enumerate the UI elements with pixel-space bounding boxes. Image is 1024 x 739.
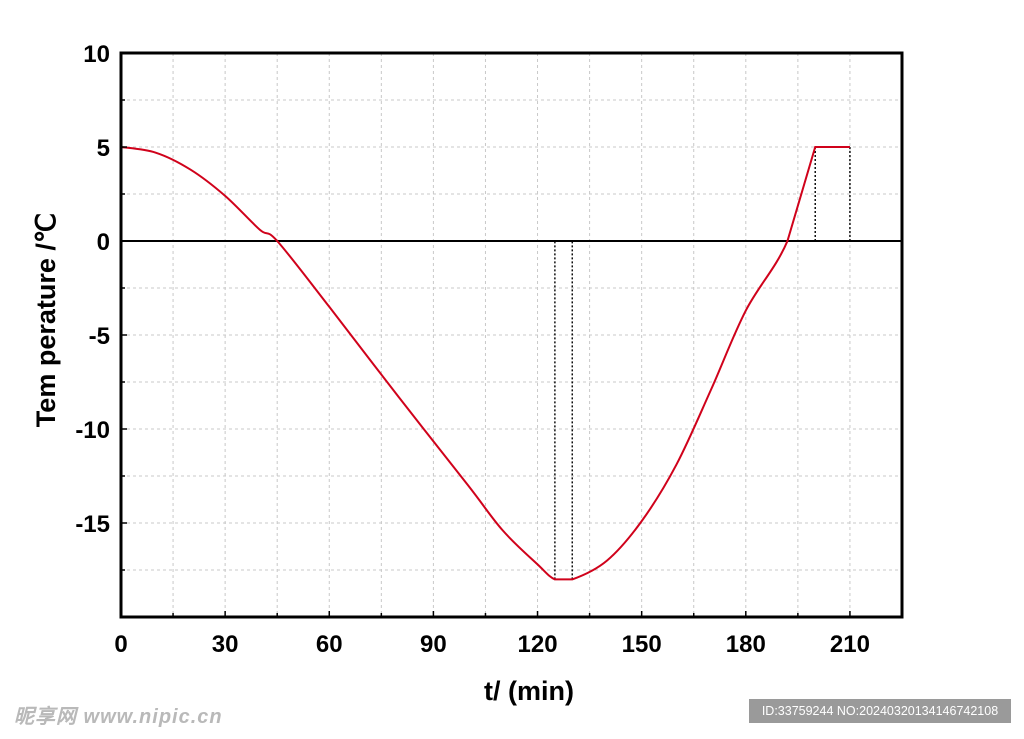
x-tick-label: 30 bbox=[212, 631, 239, 658]
y-tick-label: 0 bbox=[97, 229, 110, 256]
x-tick-labels: 0 30 60 90 120 150 180 210 bbox=[114, 631, 870, 658]
x-tick-label: 150 bbox=[622, 631, 662, 658]
y-tick-label: -10 bbox=[75, 417, 110, 444]
reference-lines bbox=[554, 147, 851, 580]
watermark-id: ID:33759244 NO:20240320134146742108 bbox=[749, 699, 1011, 723]
y-tick-labels: 10 5 0 -5 -10 -15 bbox=[75, 41, 110, 538]
y-tick-label: 5 bbox=[97, 135, 110, 162]
y-tick-label: -5 bbox=[89, 323, 110, 350]
x-tick-label: 210 bbox=[830, 631, 870, 658]
x-tick-label: 180 bbox=[726, 631, 766, 658]
y-tick-label: 10 bbox=[83, 41, 110, 68]
watermark-left: 昵享网 www.nipic.cn bbox=[14, 706, 223, 728]
x-tick-label: 0 bbox=[114, 631, 127, 658]
y-axis-title: Tem perature /℃ bbox=[31, 213, 61, 427]
x-axis-title: t/ (min) bbox=[484, 676, 574, 706]
axis-ticks bbox=[121, 99, 851, 617]
x-tick-label: 60 bbox=[316, 631, 343, 658]
series-line bbox=[120, 146, 850, 581]
x-tick-label: 120 bbox=[518, 631, 558, 658]
y-tick-label: -15 bbox=[75, 511, 110, 538]
grid bbox=[121, 53, 902, 617]
x-tick-label: 90 bbox=[420, 631, 447, 658]
